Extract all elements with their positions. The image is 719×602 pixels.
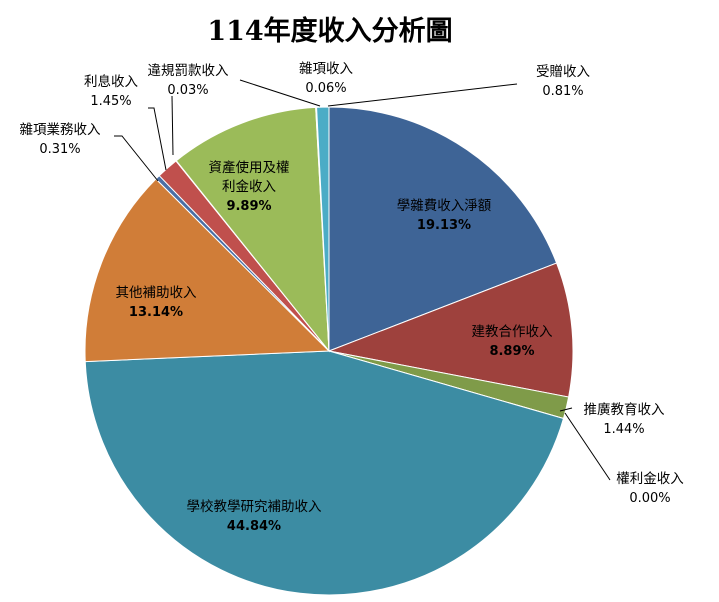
slice-percent-label: 0.31%	[39, 142, 80, 157]
leader-line	[114, 135, 159, 182]
leader-line	[171, 95, 174, 156]
slice-label: 學雜費收入淨額	[397, 198, 492, 214]
slice-percent-label: 19.13%	[417, 218, 471, 233]
chart-title: 114年度收入分析圖	[207, 15, 452, 47]
slice-percent-label: 1.44%	[603, 422, 644, 437]
pie-slice	[84, 350, 565, 596]
slice-label: 受贈收入	[536, 64, 590, 80]
leader-line	[327, 83, 518, 107]
slice-percent-label: 8.89%	[489, 344, 534, 359]
leader-line	[559, 407, 573, 412]
slice-label: 其他補助收入	[116, 285, 197, 301]
pie-slice	[328, 106, 558, 352]
leader-line	[148, 107, 167, 171]
pie-slice	[327, 262, 574, 398]
slice-label: 學校教學研究補助收入	[187, 498, 322, 515]
leader-lines	[114, 79, 611, 481]
slice-percent-label: 0.03%	[167, 83, 208, 98]
slice-label: 違規罰款收入	[148, 63, 229, 79]
slice-labels: 學雜費收入淨額 19.13% 建教合作收入 8.89% 推廣教育收入 1.44% 權利金收入…	[20, 61, 685, 534]
slice-label: 利息收入	[84, 73, 138, 90]
slice-label: 雜項業務收入	[20, 122, 101, 138]
slice-percent-label: 1.45%	[90, 94, 131, 109]
slice-percent-label: 0.00%	[629, 491, 670, 506]
pie-slices	[84, 106, 574, 596]
slice-label: 推廣教育收入	[584, 401, 665, 418]
leader-line	[239, 79, 321, 107]
slice-label: 雜項收入	[299, 61, 353, 77]
slice-label: 建教合作收入	[472, 324, 553, 340]
slice-percent-label: 0.06%	[305, 81, 346, 96]
slice-percent-label: 44.84%	[227, 519, 281, 534]
slice-percent-label: 0.81%	[542, 84, 583, 99]
slice-percent-label: 9.89%	[226, 199, 271, 214]
slice-label: 資產使用及權利金收入	[209, 159, 290, 195]
pie-slice	[175, 106, 330, 353]
leader-line	[564, 412, 611, 481]
slice-percent-label: 13.14%	[129, 305, 183, 320]
pie-slice	[316, 106, 330, 352]
slice-label: 權利金收入	[616, 471, 684, 487]
pie-slice	[84, 178, 331, 363]
